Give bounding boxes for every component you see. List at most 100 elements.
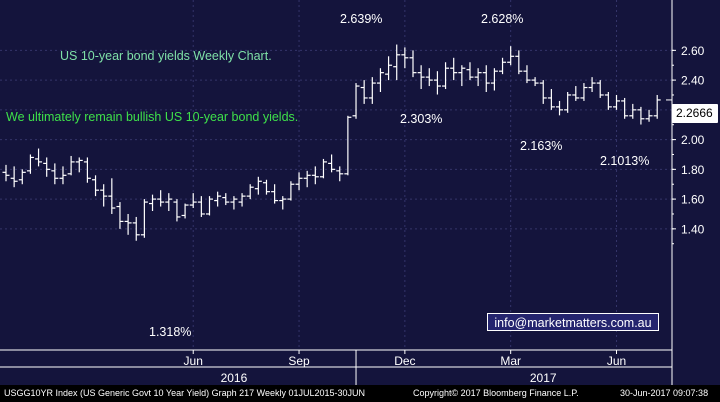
ohlc-bar [401, 47, 409, 69]
annotation-low-jun: 2.1013% [600, 154, 650, 168]
footer-bar: USGG10YR Index (US Generic Govt 10 Year … [0, 385, 720, 402]
ohlc-bars [2, 44, 661, 241]
ohlc-bar [645, 109, 653, 122]
x-month-label: Mar [500, 354, 521, 368]
ohlc-bar [376, 68, 384, 92]
footer-timestamp: 30-Jun-2017 09:07:38 [620, 388, 709, 398]
ohlc-bar [450, 57, 458, 81]
ohlc-bar [319, 158, 327, 179]
ohlc-bar [246, 184, 254, 200]
ohlc-bar [197, 196, 205, 217]
ohlc-bar [539, 80, 547, 104]
ohlc-bar [328, 154, 336, 173]
ohlc-bar [311, 166, 319, 185]
chart-title: US 10-year bond yields Weekly Chart. [60, 49, 272, 63]
y-axis: 1.401.601.802.002.202.402.60 [666, 0, 705, 385]
ohlc-bar [83, 157, 91, 183]
footer-copyright: Copyright© 2017 Bloomberg Finance L.P. [413, 388, 579, 398]
ohlc-bar [108, 178, 116, 214]
ohlc-bar [490, 68, 498, 91]
ohlc-bar [613, 94, 620, 110]
chart-subtitle: We ultimately remain bullish US 10-year … [6, 110, 299, 124]
ohlc-bar [181, 203, 189, 219]
ohlc-bar [43, 157, 51, 177]
ohlc-bar [458, 65, 466, 87]
ohlc-bar [149, 194, 157, 211]
ohlc-bar [271, 184, 279, 204]
ohlc-bar [417, 65, 425, 90]
ohlc-bar [523, 65, 531, 84]
x-year-label: 2016 [221, 371, 248, 385]
ohlc-bar [59, 166, 67, 185]
y-tick-label: 2.40 [681, 74, 705, 88]
ohlc-bar [474, 68, 482, 87]
contact-email[interactable]: info@marketmatters.com.au [487, 313, 659, 331]
ohlc-bar [360, 80, 368, 104]
annotation-low-apr: 2.163% [520, 139, 563, 153]
y-tick-label: 1.60 [681, 193, 705, 207]
ohlc-bar [621, 97, 629, 119]
ohlc-bar [214, 191, 222, 207]
ohlc-bar [409, 50, 417, 78]
ohlc-bar [165, 193, 173, 211]
ohlc-bar [433, 71, 441, 95]
x-month-label: Jun [607, 354, 626, 368]
ohlc-bar [295, 172, 303, 191]
ohlc-bar [499, 57, 507, 75]
annotation-high-mar: 2.628% [481, 12, 524, 26]
ohlc-bar [653, 94, 661, 119]
ohlc-bar [531, 77, 539, 87]
ohlc-bar [10, 166, 18, 188]
ohlc-bar [604, 92, 612, 110]
ohlc-bar [596, 80, 604, 98]
ohlc-bar [344, 115, 352, 176]
ohlc-bar [67, 155, 75, 176]
ohlc-bar [124, 213, 132, 235]
x-month-label: Sep [288, 354, 310, 368]
ohlc-bar [206, 196, 213, 216]
ohlc-bar [515, 50, 523, 75]
annotation-low-jan: 2.303% [400, 112, 443, 126]
ohlc-bar [75, 157, 83, 173]
ohlc-bar [157, 190, 165, 207]
ohlc-bar [507, 46, 515, 66]
ohlc-bar [2, 164, 10, 182]
ohlc-bar [556, 100, 564, 116]
annotation-high-dec: 2.639% [340, 12, 383, 26]
ohlc-bar [51, 163, 59, 185]
ohlc-bar [238, 193, 246, 207]
ohlc-bar [637, 106, 645, 125]
x-month-label: Jun [184, 354, 203, 368]
ohlc-bar [18, 169, 26, 185]
ohlc-bar [230, 196, 238, 210]
y-tick-label: 2.00 [681, 133, 705, 147]
ohlc-bar [588, 77, 596, 92]
ohlc-bar [336, 166, 344, 182]
x-year-label: 2017 [530, 371, 557, 385]
ohlc-bar [629, 103, 637, 119]
y-tick-label: 2.60 [681, 44, 705, 58]
ohlc-bar [287, 181, 295, 201]
ohlc-bar [254, 176, 262, 195]
ohlc-bar [425, 68, 433, 87]
ohlc-bar [385, 56, 393, 81]
annotation-low-jul: 1.318% [149, 325, 192, 339]
ohlc-bar [482, 65, 490, 92]
ohlc-bar [189, 193, 197, 209]
ohlc-bar [547, 89, 555, 110]
x-month-label: Dec [394, 354, 415, 368]
ohlc-bar [564, 92, 572, 113]
ohlc-bar [580, 83, 588, 101]
ohlc-bar [352, 83, 360, 119]
ohlc-bar [92, 175, 100, 197]
ohlc-bar [393, 44, 401, 81]
ohlc-bar [466, 62, 474, 81]
ohlc-bar [173, 199, 181, 222]
ohlc-bar [303, 170, 311, 188]
ohlc-bar [368, 77, 376, 104]
ohlc-bar [442, 62, 450, 90]
ohlc-bar [35, 148, 43, 167]
ohlc-bar [262, 179, 270, 195]
x-axis: Jun Sep Dec Mar Jun 2016 2017 [0, 349, 672, 385]
